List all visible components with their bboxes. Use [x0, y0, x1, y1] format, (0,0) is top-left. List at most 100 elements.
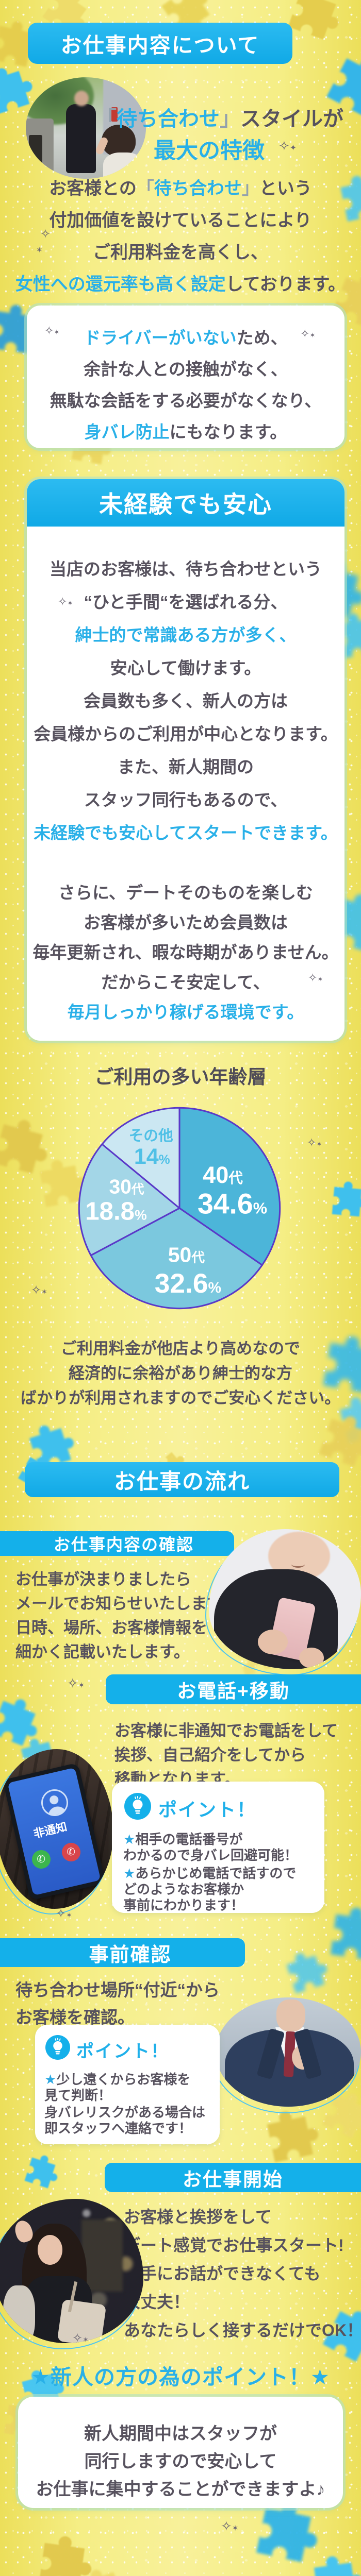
svg-text:その他: その他 — [129, 1128, 173, 1144]
beginner-line: 会員様からのご利用が中心となります。 — [34, 724, 338, 743]
man-in-suit — [66, 104, 96, 173]
step2-point-card: ポイント！ ★相手の電話番号が わかるので身バレ回避可能！ ★あらかじめ電話で話… — [112, 1782, 324, 1913]
intro-paragraph-line: お客様との「待ち合わせ」という — [49, 179, 312, 198]
puzzle-piece-icon — [332, 1180, 361, 1217]
woman-face — [38, 2235, 62, 2265]
newbie-heading: ★新人の方の為のポイント！★ — [31, 2365, 330, 2389]
svg-text:30代: 30代 — [109, 1176, 144, 1198]
man-head — [74, 91, 89, 106]
intro-paragraph-line: 付加価値を設けていることにより — [49, 211, 312, 230]
sparkle-icon: ✧✶ — [36, 227, 51, 255]
step4-label: お仕事開始 — [105, 2163, 361, 2192]
section-intro-header: お仕事内容について — [28, 23, 292, 64]
woman-white-top — [103, 152, 143, 179]
newbie-card: 新人期間中はスタッフが 同行しますので安心して お仕事に集中することができますよ… — [18, 2397, 343, 2508]
beginner-line: スタッフ同行もあるので、 — [84, 790, 288, 809]
newbie-line: お仕事に集中することができますよ♪ — [36, 2480, 325, 2499]
card-line: 余計な人との接触がなく、 — [84, 360, 288, 379]
woman-waving-night-photo — [0, 2199, 143, 2343]
point-bullet: ★少し遠くからお客様を — [44, 2072, 191, 2087]
beginner-line: 毎年更新され、暇な時期がありません。 — [32, 943, 339, 962]
beginner-line: 紳士的で常識ある方が多く、 — [75, 625, 297, 645]
step3-line: お客様を確認。 — [15, 2008, 135, 2027]
chart-title: ご利用の多い年齢層 — [94, 1066, 267, 1088]
pillar-plaque — [29, 135, 42, 168]
light-coat — [3, 2285, 35, 2343]
sparkle-icon: ✧✶ — [67, 1675, 85, 1691]
beginner-line: また、新人期間の — [118, 757, 254, 776]
svg-text:18.8%: 18.8% — [85, 1197, 146, 1226]
step2-line: お客様に非通知でお電話をして — [114, 1722, 338, 1740]
point-bullet: わかるので身バレ回避可能！ — [123, 1848, 298, 1863]
beginner-line: だからこそ安定して、 — [101, 973, 270, 992]
step1-line: お仕事が決まりましたら — [15, 1570, 191, 1588]
shop-window — [81, 2219, 123, 2292]
sparkle-icon: ✧✶ — [308, 971, 323, 984]
street-meeting-photo — [26, 77, 146, 179]
step2-label: お電話+移動 — [106, 1674, 361, 1704]
svg-text:40代: 40代 — [203, 1162, 243, 1188]
step4-line: デート感覚でお仕事スタート! — [124, 2236, 344, 2255]
intro-paragraph-line: 女性への還元率も高く設定しております。 — [15, 275, 346, 294]
hero-headline-line1: 「待ち合わせ」スタイルが — [96, 108, 343, 130]
point-bullet: 見て判断！ — [44, 2088, 112, 2103]
beginner-line: “ひと手間“を選ばれる分、 — [84, 592, 288, 612]
beginner-card: 未経験でも安心 当店のお客様は、待ち合わせという “ひと手間“を選ばれる分、 紳… — [27, 479, 344, 1041]
step2-line: 挨拶、自己紹介をしてから — [114, 1746, 306, 1764]
svg-text:32.6%: 32.6% — [155, 1268, 221, 1299]
pie-slice-other — [101, 1107, 180, 1209]
step4-line: お客様と挨拶をして — [124, 2208, 272, 2226]
beginner-line: 当店のお客様は、待ち合わせという — [50, 560, 322, 579]
step3-point-card: ポイント！ ★少し遠くからお客様を 見て判断！ 身バレリスクがある場合は 即スタ… — [35, 2025, 220, 2144]
neck-chin — [276, 1999, 305, 2031]
hand — [258, 1630, 288, 1654]
card-line: 無駄な会話をする必要がなくなり、 — [50, 391, 322, 410]
pie-slice-30s — [78, 1143, 180, 1257]
svg-text:14%: 14% — [134, 1144, 170, 1169]
beginner-line: 安心して働けます。 — [110, 658, 261, 677]
sparkle-icon: ✧✶ — [44, 324, 60, 337]
step1-label: お仕事内容の確認 — [0, 1531, 234, 1556]
sparkle-icon: ✧✶ — [58, 595, 73, 608]
after-chart-line: ばかりが利用されますのでご安心ください。 — [20, 1389, 341, 1407]
svg-text:34.6%: 34.6% — [198, 1188, 267, 1219]
card-line: 身バレ防止にもなります。 — [84, 422, 287, 442]
hidden-number-call-photo: 非通知 ✆ ✆ — [0, 1749, 113, 1909]
smile — [291, 1561, 305, 1568]
sparkle-icon: ✧✶ — [307, 1136, 322, 1149]
after-chart-line: ご利用料金が他店より高めなので — [60, 1340, 301, 1358]
intro-paragraph-line: ご利用料金を高くし、 — [93, 243, 268, 262]
hand-2 — [299, 1648, 324, 1668]
sparkle-icon: ✧✶ — [300, 327, 316, 340]
point-bullet: 即スタッフへ連絡です！ — [44, 2121, 192, 2136]
card-line: ドライバーがいないため、 — [84, 328, 288, 347]
section-intro-header-label: お仕事内容について — [60, 33, 260, 57]
sparkle-icon: ✧✶ — [72, 2331, 89, 2345]
bracket: 「 — [96, 108, 117, 130]
section-beginner-header: 未経験でも安心 — [27, 479, 344, 527]
step1-line: 日時、場所、お客様情報を — [15, 1619, 207, 1637]
no-driver-card: ドライバーがいないため、 余計な人との接触がなく、 無駄な会話をする必要がなくな… — [27, 306, 344, 448]
age-group-pie-chart: 40代 34.6% 50代 32.6% 30代 18.8% その他 14% — [78, 1107, 281, 1310]
lightbulb-icon — [124, 1793, 151, 1820]
street-sign — [111, 107, 118, 122]
newbie-line: 同行しますので安心して — [84, 2452, 277, 2471]
businessman-suit-photo — [216, 1997, 361, 2107]
sparkle-icon: ✧✶ — [56, 1907, 72, 1921]
step1-line: メールでお知らせいたします。 — [15, 1595, 238, 1613]
section-flow-header: お仕事の流れ — [25, 1462, 339, 1497]
point-bullet: 身バレリスクがある場合は — [44, 2105, 206, 2120]
step4-line: あなたらしく接するだけでOK！ — [124, 2321, 361, 2340]
beginner-line: お客様が多いため会員数は — [84, 913, 288, 932]
svg-text:50代: 50代 — [168, 1243, 205, 1267]
beginner-line: 会員数も多く、新人の方は — [84, 691, 288, 710]
lightbulb-icon — [45, 2035, 70, 2060]
newbie-line: 新人期間中はスタッフが — [84, 2424, 277, 2444]
sparkle-icon: ✧✶ — [31, 1283, 47, 1297]
after-chart-line: 経済的に余裕があり紳士的な方 — [69, 1364, 292, 1382]
pie-slice-40s — [178, 1107, 281, 1266]
beginner-line: 未経験でも安心してスタートできます。 — [34, 823, 338, 842]
step4-line: 上手にお話ができなくても — [124, 2264, 321, 2283]
point-title: ポイント！ — [76, 2042, 169, 2061]
